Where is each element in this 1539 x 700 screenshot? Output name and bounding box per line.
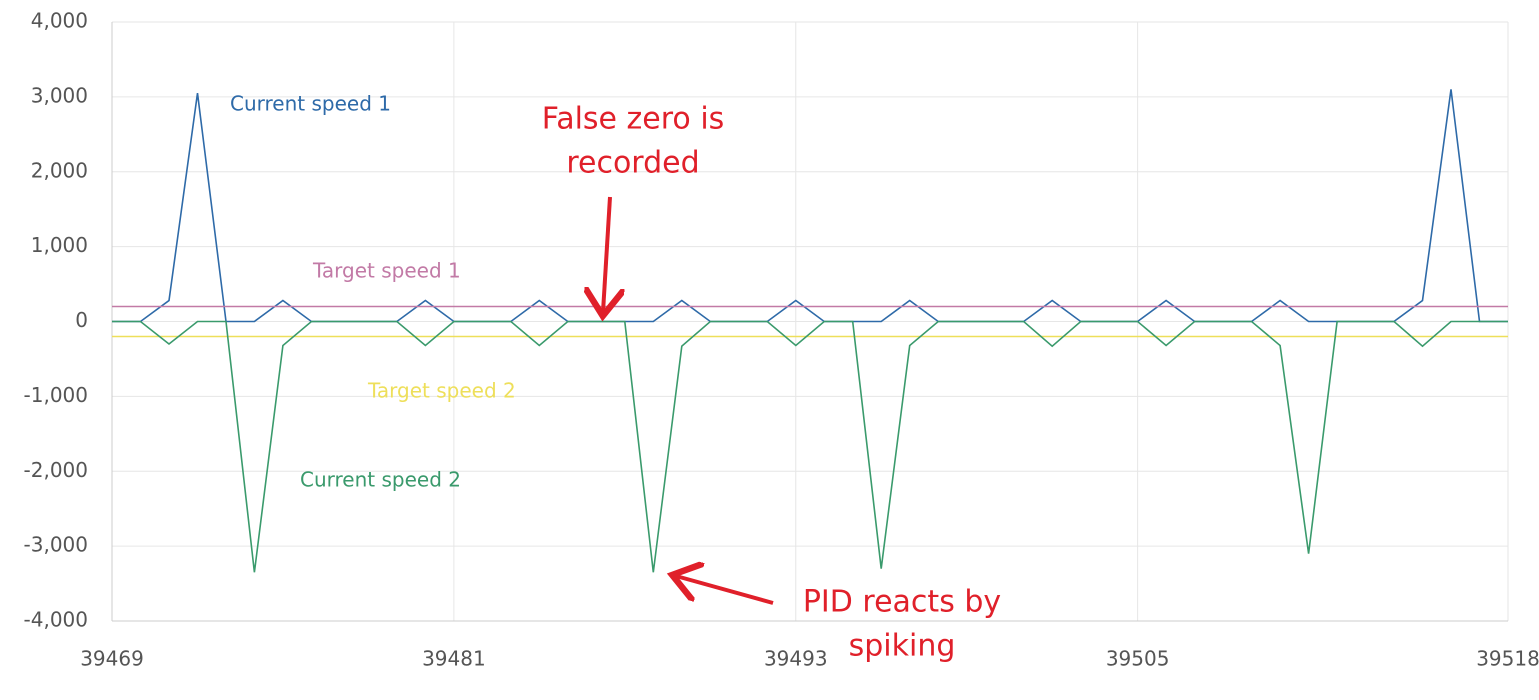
arrow bbox=[676, 576, 774, 605]
series-line bbox=[112, 320, 1508, 573]
y-tick-label: -3,000 bbox=[24, 533, 88, 557]
series-label: Target speed 2 bbox=[367, 379, 516, 403]
labels: -4,000 -3,000 -2,000 -1,000 0 1,000 2,000 3,000… bbox=[24, 9, 1539, 671]
series-line bbox=[112, 89, 1508, 323]
x-tick-label: 39493 bbox=[764, 647, 828, 671]
x-tick-label: 39469 bbox=[80, 647, 144, 671]
arrow bbox=[603, 196, 610, 312]
y-tick-label: -2,000 bbox=[24, 458, 88, 482]
y-tick-label: 3,000 bbox=[31, 83, 88, 107]
series-label: Current speed 2 bbox=[300, 468, 461, 492]
x-tick-label: 39481 bbox=[422, 647, 486, 671]
y-tick-label: -4,000 bbox=[24, 608, 88, 632]
annotation: False zero is bbox=[542, 102, 725, 137]
annotation: spiking bbox=[849, 629, 956, 664]
y-tick-label: 4,000 bbox=[31, 9, 88, 33]
x-tick-label: 39505 bbox=[1106, 647, 1170, 671]
x-tick-label: 39518 bbox=[1476, 647, 1539, 671]
annotation: recorded bbox=[566, 146, 699, 181]
series-label: Current speed 1 bbox=[230, 92, 391, 116]
annotation: PID reacts by bbox=[803, 585, 1001, 620]
y-tick-label: 0 bbox=[75, 308, 88, 332]
y-tick-label: -1,000 bbox=[24, 383, 88, 407]
y-tick-label: 1,000 bbox=[31, 233, 88, 257]
series-label: Target speed 1 bbox=[312, 259, 461, 283]
plot bbox=[112, 89, 1508, 573]
y-tick-label: 2,000 bbox=[31, 158, 88, 182]
